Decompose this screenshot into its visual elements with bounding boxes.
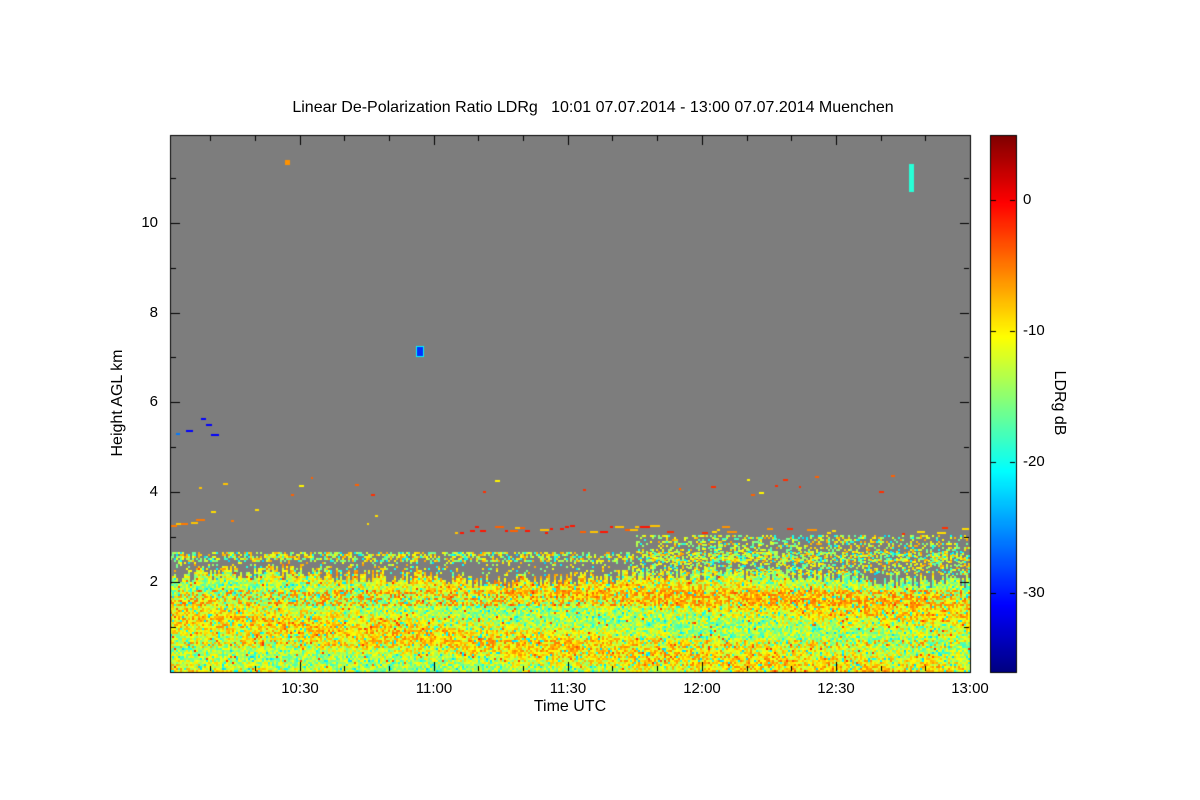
y-tick-label: 2 (149, 573, 158, 590)
x-tick-label: 12:00 (683, 680, 721, 697)
y-tick-label: 4 (149, 483, 158, 500)
chart-title: Linear De-Polarization Ratio LDRg 10:01 … (292, 99, 894, 116)
colorbar-tick-label: 0 (1023, 191, 1032, 208)
x-tick-label: 10:30 (281, 680, 319, 697)
x-tick-label: 13:00 (951, 680, 989, 697)
colorbar-tick-label: -10 (1023, 322, 1045, 339)
y-tick-label: 6 (149, 393, 158, 410)
colorbar-tick-label: -20 (1023, 453, 1045, 470)
y-tick-label: 10 (141, 214, 158, 231)
x-tick-label: 11:00 (415, 680, 453, 697)
colorbar-tick-label: -30 (1023, 584, 1045, 601)
y-tick-label: 8 (149, 304, 158, 321)
x-tick-label: 11:30 (549, 680, 587, 697)
x-tick-label: 12:30 (817, 680, 855, 697)
x-axis-label: Time UTC (533, 698, 607, 715)
colorbar-label: LDRg dB (1051, 370, 1068, 436)
